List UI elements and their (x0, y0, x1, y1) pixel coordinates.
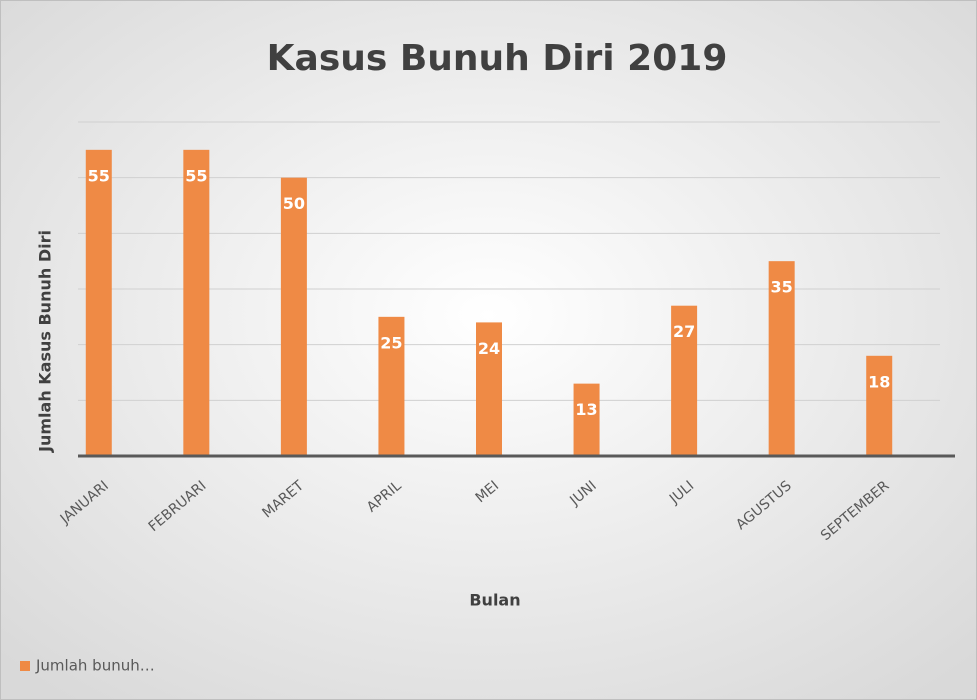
bar (281, 178, 307, 456)
bar (866, 356, 892, 456)
bar (86, 150, 112, 456)
data-label: 55 (88, 166, 110, 185)
bar (574, 384, 600, 456)
data-label: 18 (868, 372, 890, 391)
legend-label: Jumlah bunuh… (35, 657, 155, 675)
data-label: 24 (478, 339, 500, 358)
data-label: 25 (380, 333, 402, 352)
chart-title: Kasus Bunuh Diri 2019 (267, 38, 728, 79)
data-label: 27 (673, 322, 695, 341)
data-label: 55 (185, 166, 207, 185)
data-label: 35 (771, 278, 793, 297)
y-axis-label: Jumlah Kasus Bunuh Diri (36, 230, 55, 453)
bar (183, 150, 209, 456)
data-label: 13 (575, 400, 597, 419)
data-label: 50 (283, 194, 305, 213)
legend-swatch (20, 661, 30, 671)
x-axis-label: Bulan (469, 591, 520, 610)
chart: Kasus Bunuh Diri 2019 Bulan Jumlah Kasus… (0, 0, 977, 700)
